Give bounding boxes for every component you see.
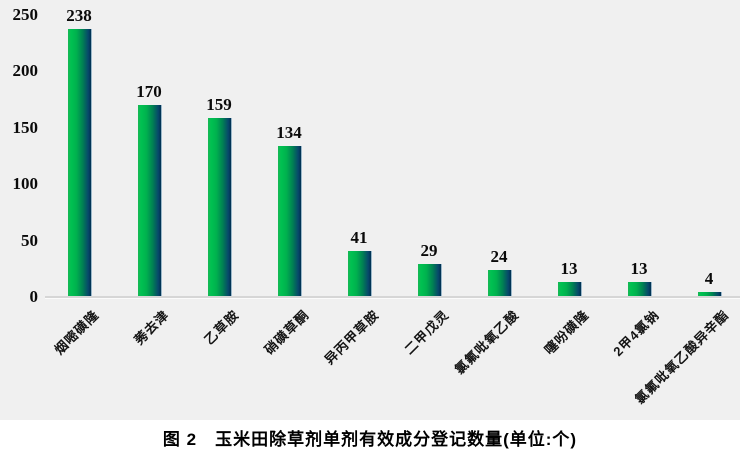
bar-3	[207, 118, 232, 297]
bar-value-label: 41	[350, 228, 368, 247]
bar-value-label: 13	[630, 259, 648, 278]
y-axis-tick-label: 100	[12, 174, 39, 194]
x-axis-line	[45, 296, 740, 299]
bar-value-label: 24	[490, 247, 508, 266]
bar-8	[557, 282, 582, 297]
bar-5	[347, 251, 372, 297]
bar-value-label: 4	[704, 269, 714, 288]
bar-value-label: 159	[206, 95, 232, 114]
bar-value-label: 170	[136, 82, 162, 101]
plot-background	[0, 0, 740, 420]
y-axis-tick-label: 0	[29, 287, 39, 306]
bar-9	[627, 282, 652, 297]
bar-7	[487, 270, 512, 297]
y-axis-tick-label: 150	[12, 117, 39, 137]
bar-value-label: 238	[66, 6, 92, 25]
y-axis-tick-label: 250	[12, 5, 39, 24]
bar-2	[137, 105, 162, 297]
bar-1	[67, 29, 92, 297]
bar-value-label: 29	[420, 241, 438, 260]
bar-value-label: 134	[276, 123, 302, 142]
bar-6	[417, 264, 442, 297]
bar-value-label: 13	[560, 259, 578, 278]
y-axis-tick-label: 50	[21, 230, 38, 250]
bar-10	[697, 292, 722, 297]
y-axis-tick-label: 200	[12, 61, 39, 81]
figure-caption: 图 2 玉米田除草剂单剂有效成分登记数量(单位:个)	[162, 430, 578, 449]
bar-4	[277, 146, 302, 297]
